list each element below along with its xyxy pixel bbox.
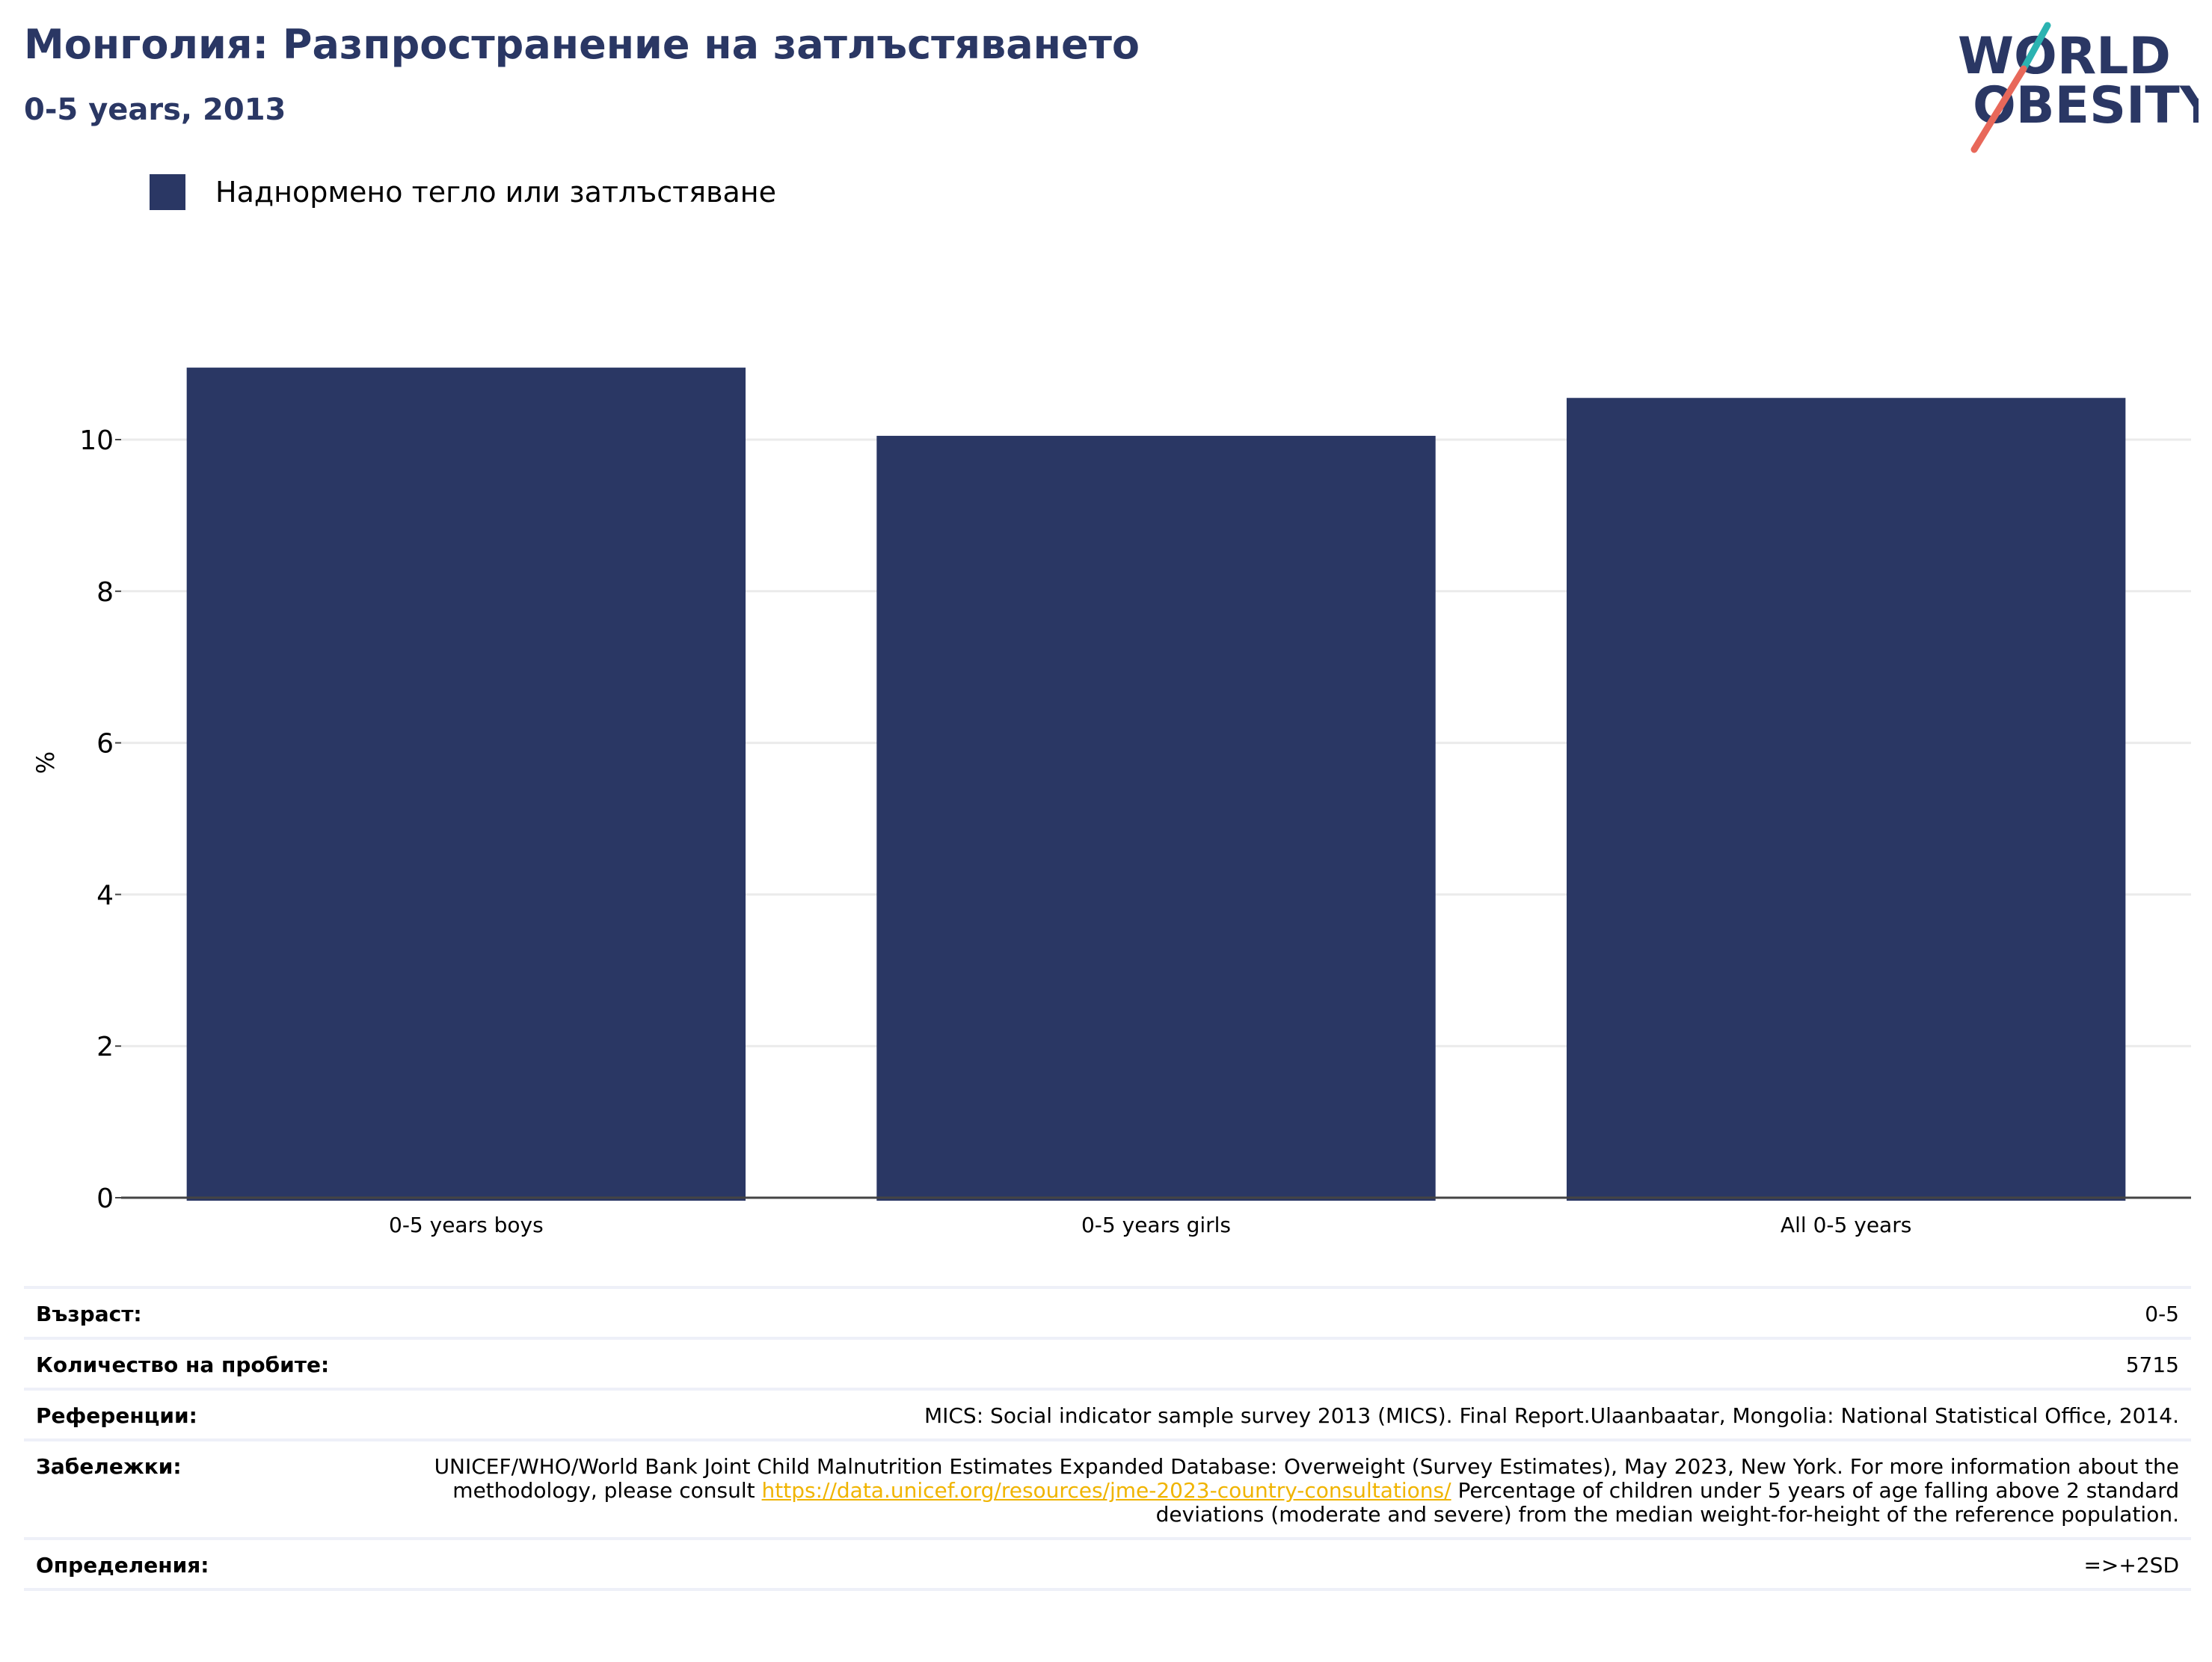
info-row-notes: Забележки: UNICEF/WHO/World Bank Joint C… (24, 1438, 2191, 1540)
info-row-refs: Референции: MICS: Social indicator sampl… (24, 1388, 2191, 1441)
bars (186, 367, 2126, 1201)
info-defs-label: Определения: (24, 1537, 422, 1591)
axes: 0 2 4 6 8 10 0-5 years boys 0-5 years girls All … (31, 425, 2191, 1237)
bar-chart: 0 2 4 6 8 10 0-5 years boys 0-5 years girls All … (31, 367, 2191, 1237)
bar (1566, 398, 2126, 1201)
bar (876, 435, 1436, 1201)
y-tick-label: 4 (96, 880, 114, 911)
x-tick-label: 0-5 years boys (389, 1213, 544, 1237)
bar (186, 367, 746, 1201)
y-tick-label: 2 (96, 1032, 114, 1062)
logo-slash-teal (2020, 22, 2051, 73)
info-notes-label: Забележки: (24, 1438, 422, 1540)
chart-title: Монголия: Разпространение на затлъстяван… (24, 21, 1140, 68)
info-refs-label: Референции: (24, 1388, 422, 1441)
info-sample-value: 5715 (422, 1337, 2191, 1391)
x-tick-label: 0-5 years girls (1081, 1213, 1231, 1237)
x-tick-label: All 0-5 years (1781, 1213, 1911, 1237)
info-row-age: Възраст: 0-5 (24, 1286, 2191, 1340)
info-sample-label: Количество на пробите: (24, 1337, 422, 1391)
notes-text-after: Percentage of children under 5 years of … (1155, 1478, 2179, 1527)
legend-label: Наднормено тегло или затлъстяване (215, 176, 776, 209)
info-age-label: Възраст: (24, 1286, 422, 1340)
chart-subtitle: 0-5 years, 2013 (24, 93, 286, 127)
notes-link[interactable]: https://data.unicef.org/resources/jme-20… (761, 1478, 1451, 1503)
y-axis-label: % (31, 751, 60, 774)
world-obesity-logo: WORLD OBESITY (1958, 22, 2199, 153)
info-defs-value: =>+2SD (422, 1537, 2191, 1591)
info-table: Възраст: 0-5 Количество на пробите: 5715… (24, 1286, 2191, 1591)
info-row-defs: Определения: =>+2SD (24, 1537, 2191, 1591)
notes-text-before: UNICEF/WHO/World Bank Joint Child Malnut… (434, 1454, 2179, 1503)
y-tick-label: 0 (96, 1184, 114, 1214)
info-row-sample: Количество на пробите: 5715 (24, 1337, 2191, 1391)
y-tick-label: 6 (96, 729, 114, 760)
y-tick-label: 10 (79, 425, 114, 456)
logo-text-world: WORLD (1958, 27, 2171, 86)
info-refs-value: MICS: Social indicator sample survey 201… (422, 1388, 2191, 1441)
logo-slash-coral (1970, 65, 2027, 153)
y-tick-label: 8 (96, 577, 114, 608)
info-notes-value: UNICEF/WHO/World Bank Joint Child Malnut… (422, 1438, 2191, 1540)
legend: Наднормено тегло или затлъстяване (150, 173, 776, 211)
info-age-value: 0-5 (422, 1286, 2191, 1340)
legend-swatch (150, 174, 185, 210)
